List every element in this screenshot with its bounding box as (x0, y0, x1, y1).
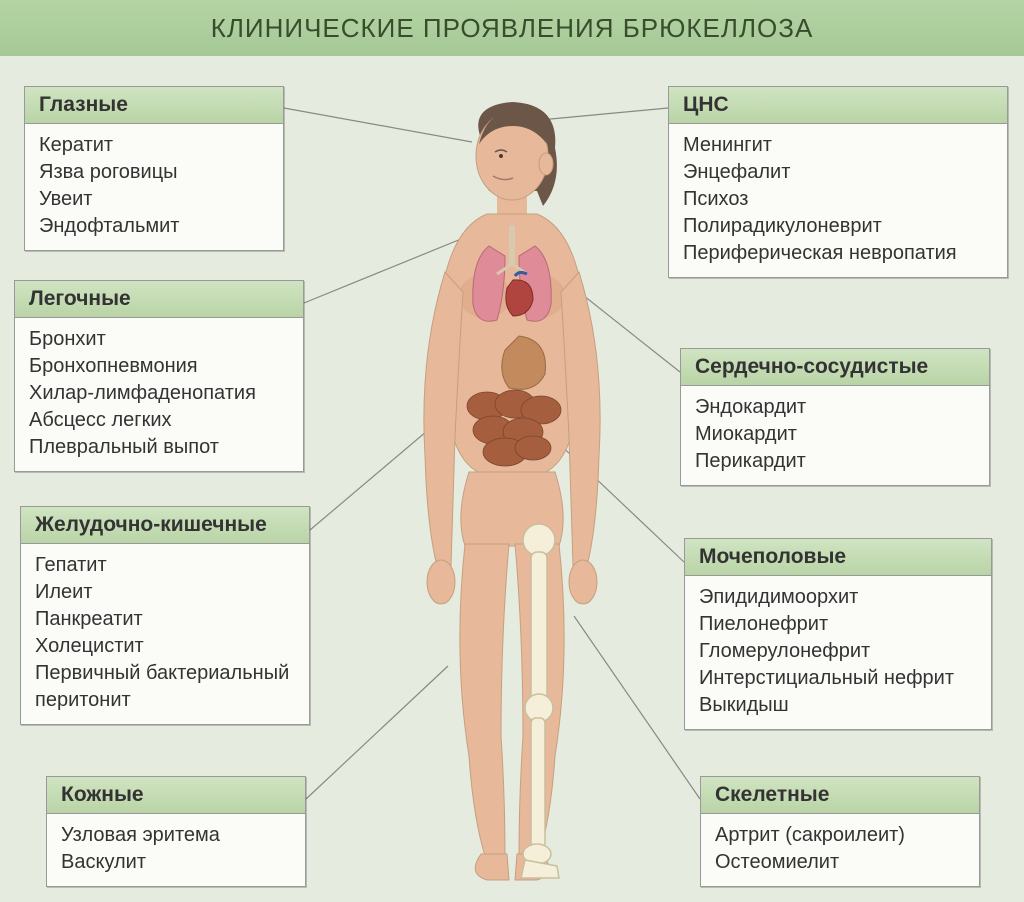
symptom-item: Узловая эритема (61, 822, 291, 849)
symptom-item: Васкулит (61, 849, 291, 876)
box-items-skin: Узловая эритемаВаскулит (47, 814, 305, 886)
box-header-ocular: Глазные (25, 87, 283, 124)
symptom-item: Холецистит (35, 633, 295, 660)
box-header-uro: Мочеполовые (685, 539, 991, 576)
symptom-item: Психоз (683, 186, 993, 213)
box-skeletal: Скелетные Артрит (сакроилеит)Остеомиелит (700, 776, 980, 887)
box-gi: Желудочно-кишечные ГепатитИлеитПанкреати… (20, 506, 310, 725)
symptom-item: Гепатит (35, 552, 295, 579)
symptom-item: Выкидыш (699, 692, 977, 719)
symptom-item: Миокардит (695, 421, 975, 448)
box-header-gi: Желудочно-кишечные (21, 507, 309, 544)
box-header-cardio: Сердечно-сосудистые (681, 349, 989, 386)
symptom-item: Кератит (39, 132, 269, 159)
symptom-item: Увеит (39, 186, 269, 213)
box-items-gi: ГепатитИлеитПанкреатитХолециститПервичны… (21, 544, 309, 724)
symptom-item: Абсцесс легких (29, 407, 289, 434)
symptom-item: Илеит (35, 579, 295, 606)
symptom-item: Остеомиелит (715, 849, 965, 876)
symptom-item: Плевральный выпот (29, 434, 289, 461)
symptom-item: Бронхит (29, 326, 289, 353)
page-title: КЛИНИЧЕСКИЕ ПРОЯВЛЕНИЯ БРЮКЕЛЛОЗА (0, 0, 1024, 56)
box-items-skeletal: Артрит (сакроилеит)Остеомиелит (701, 814, 979, 886)
symptom-item: Пиелонефрит (699, 611, 977, 638)
figure-svg (337, 96, 687, 886)
box-cardio: Сердечно-сосудистые ЭндокардитМиокардитП… (680, 348, 990, 486)
symptom-item: Гломерулонефрит (699, 638, 977, 665)
anatomy-figure (337, 96, 687, 891)
box-uro: Мочеполовые ЭпидидимоорхитПиелонефритГло… (684, 538, 992, 730)
symptom-item: Интерстициальный нефрит (699, 665, 977, 692)
symptom-item: Панкреатит (35, 606, 295, 633)
symptom-item: Энцефалит (683, 159, 993, 186)
box-cns: ЦНС МенингитЭнцефалитПсихозПолирадикулон… (668, 86, 1008, 278)
box-items-uro: ЭпидидимоорхитПиелонефритГломерулонефрит… (685, 576, 991, 729)
box-header-skin: Кожные (47, 777, 305, 814)
symptom-item: Язва роговицы (39, 159, 269, 186)
box-ocular: Глазные КератитЯзва роговицыУвеитЭндофта… (24, 86, 284, 251)
box-pulmonary: Легочные БронхитБронхопневмонияХилар-лим… (14, 280, 304, 472)
box-header-cns: ЦНС (669, 87, 1007, 124)
symptom-item: Периферическая невропатия (683, 240, 993, 267)
symptom-item: Эпидидимоорхит (699, 584, 977, 611)
box-items-ocular: КератитЯзва роговицыУвеитЭндофтальмит (25, 124, 283, 250)
box-items-cns: МенингитЭнцефалитПсихозПолирадикулоневри… (669, 124, 1007, 277)
box-items-cardio: ЭндокардитМиокардитПерикардит (681, 386, 989, 485)
symptom-item: перитонит (35, 687, 295, 714)
diagram-area: Глазные КератитЯзва роговицыУвеитЭндофта… (0, 56, 1024, 902)
symptom-item: Менингит (683, 132, 993, 159)
box-skin: Кожные Узловая эритемаВаскулит (46, 776, 306, 887)
box-header-pulmonary: Легочные (15, 281, 303, 318)
symptom-item: Эндокардит (695, 394, 975, 421)
symptom-item: Перикардит (695, 448, 975, 475)
box-header-skeletal: Скелетные (701, 777, 979, 814)
box-items-pulmonary: БронхитБронхопневмонияХилар-лимфаденопат… (15, 318, 303, 471)
symptom-item: Хилар-лимфаденопатия (29, 380, 289, 407)
symptom-item: Эндофтальмит (39, 213, 269, 240)
symptom-item: Артрит (сакроилеит) (715, 822, 965, 849)
symptom-item: Первичный бактериальный (35, 660, 295, 687)
title-text: КЛИНИЧЕСКИЕ ПРОЯВЛЕНИЯ БРЮКЕЛЛОЗА (211, 13, 814, 44)
symptom-item: Бронхопневмония (29, 353, 289, 380)
symptom-item: Полирадикулоневрит (683, 213, 993, 240)
